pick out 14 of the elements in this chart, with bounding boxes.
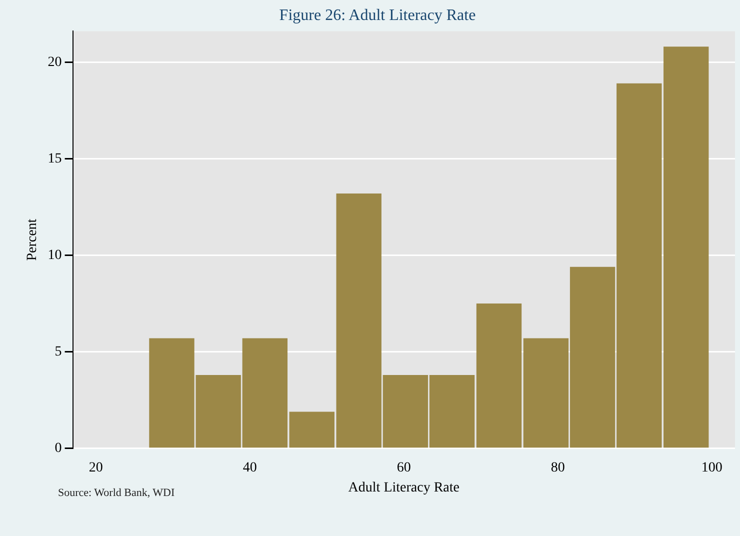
x-tick-label: 80 (550, 460, 565, 476)
chart-title: Figure 26: Adult Literacy Rate (279, 6, 476, 24)
x-tick-label: 100 (701, 460, 722, 476)
x-tick-label: 60 (396, 460, 411, 476)
x-tick-label: 20 (88, 460, 103, 476)
y-tick-label: 15 (48, 151, 62, 166)
source-note: Source: World Bank, WDI (58, 487, 175, 499)
y-tick-label: 10 (48, 248, 62, 263)
x-axis-title: Adult Literacy Rate (348, 480, 460, 496)
y-tick-label: 5 (54, 344, 62, 360)
y-tick-label: 0 (54, 441, 62, 456)
y-tick-label: 20 (48, 54, 62, 70)
y-axis-title: Percent (25, 218, 40, 261)
x-tick-label: 40 (242, 460, 257, 476)
